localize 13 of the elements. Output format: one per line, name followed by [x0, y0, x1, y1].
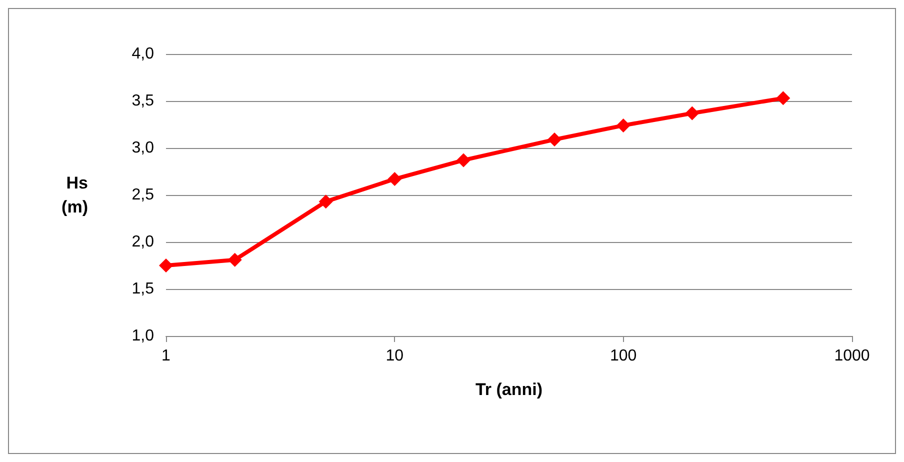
x-tick-label: 100 [610, 348, 637, 364]
y-tick-label: 1,0 [132, 328, 154, 344]
y-tick-label: 3,0 [132, 140, 154, 156]
x-axis-title: Tr (anni) [475, 380, 543, 399]
x-tick-label: 1 [162, 348, 171, 364]
y-tick-label: 2,5 [132, 186, 154, 204]
y-tick-label: 4,0 [132, 46, 154, 62]
y-tick-label: 1,5 [132, 280, 154, 298]
x-tick-label: 10 [386, 348, 404, 364]
y-tick-label: 2,0 [132, 234, 154, 250]
y-tick-label: 3,5 [132, 92, 154, 110]
y-axis-title: Hs (m) [62, 174, 88, 216]
x-tick-label: 1000 [834, 348, 870, 364]
